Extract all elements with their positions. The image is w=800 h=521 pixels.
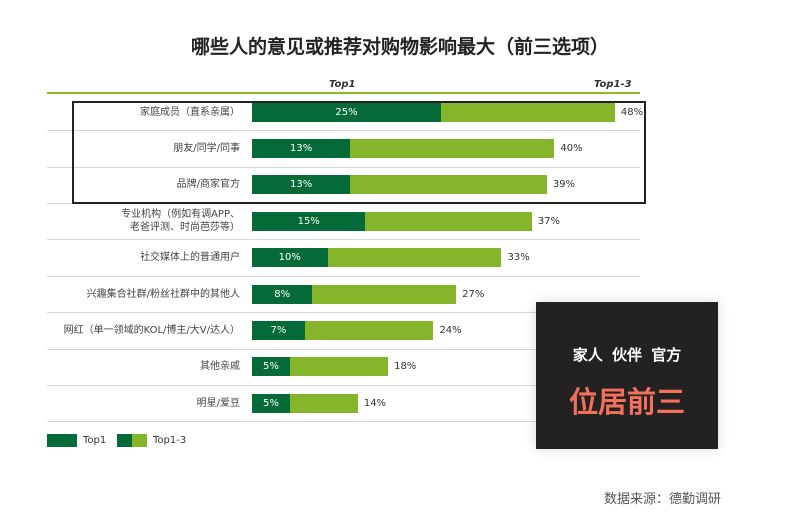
bar-top1: 25%	[252, 102, 441, 122]
bar-top1: 13%	[252, 138, 351, 158]
legend-swatch-top1	[47, 434, 77, 447]
bar-top1: 15%	[252, 211, 366, 231]
bar-top1: 7%	[252, 320, 305, 340]
row-separator	[47, 421, 640, 423]
value-label-top1-3: 18%	[394, 361, 417, 373]
category-label: 其他亲戚	[200, 361, 240, 373]
category-label: 兴趣集合社群/粉丝社群中的其他人	[86, 288, 240, 300]
legend-top1: Top1	[47, 434, 106, 447]
row-separator	[47, 312, 640, 314]
category-label: 朋友/同学/同事	[173, 142, 240, 154]
value-label-top1-3: 39%	[552, 179, 576, 191]
source-note: 数据来源：德勤调研	[604, 492, 722, 507]
callout-box: 家人 伙伴 官方 位居前三	[536, 302, 718, 449]
category-label: 专业机构（例如有调APP、 老爸评测、时尚芭莎等）	[121, 209, 240, 234]
bar-top1: 5%	[252, 393, 290, 413]
value-label-top1-3: 27%	[462, 288, 485, 300]
category-label: 网红（单一领域的KOL/博主/大V/达人）	[63, 324, 240, 336]
chart-title: 哪些人的意见或推荐对购物影响最大（前三选项）	[190, 36, 609, 58]
value-label-top1-3: 40%	[560, 142, 583, 154]
callout-line1: 家人 伙伴 官方	[572, 346, 682, 364]
row-separator	[47, 166, 640, 168]
row-separator	[47, 385, 640, 386]
value-label-top1-3: 33%	[507, 252, 530, 264]
category-label: 家庭成员（直系亲属）	[140, 106, 240, 118]
bar-top1: 5%	[252, 357, 290, 377]
value-label-top1-3: 24%	[439, 324, 462, 336]
highlight-box	[72, 101, 646, 204]
category-label: 品牌/商家官方	[176, 179, 240, 191]
row-separator	[47, 275, 640, 277]
column-header-top1: Top1	[329, 79, 356, 90]
value-label-top1-3: 14%	[363, 397, 387, 409]
header-rule	[47, 92, 640, 94]
legend-top1-3: Top1-3	[117, 434, 186, 447]
legend-swatch-top1-3	[117, 434, 147, 447]
bar-top1: 8%	[252, 284, 313, 304]
bar-top1: 13%	[252, 175, 351, 195]
bar-top1: 10%	[252, 248, 328, 268]
column-header-top1-3: Top1-3	[594, 79, 632, 90]
row-separator	[47, 130, 640, 132]
category-label: 明星/爱豆	[196, 397, 240, 409]
row-separator	[47, 239, 640, 241]
callout-line2: 位居前三	[568, 385, 685, 419]
row-separator	[47, 348, 640, 350]
category-label: 社交媒体上的普通用户	[140, 252, 240, 264]
legend-label: Top1	[83, 435, 107, 446]
value-label-top1-3: 48%	[620, 106, 644, 118]
value-label-top1-3: 37%	[537, 215, 560, 227]
legend-label: Top1-3	[153, 435, 187, 446]
